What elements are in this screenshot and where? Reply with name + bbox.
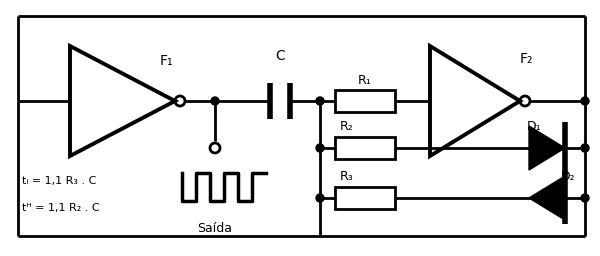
Text: F₁: F₁ [160, 54, 173, 68]
Polygon shape [529, 126, 565, 170]
Text: tᴴ = 1,1 R₂ . C: tᴴ = 1,1 R₂ . C [22, 203, 100, 213]
Circle shape [316, 97, 324, 105]
Text: R₂: R₂ [340, 120, 354, 133]
Text: R₃: R₃ [340, 170, 354, 184]
Text: tₗ = 1,1 R₃ . C: tₗ = 1,1 R₃ . C [22, 176, 97, 186]
Circle shape [581, 144, 589, 152]
Circle shape [211, 97, 219, 105]
Text: F₂: F₂ [520, 52, 533, 66]
Text: D₁: D₁ [527, 120, 542, 133]
Circle shape [581, 194, 589, 202]
Circle shape [581, 97, 589, 105]
Text: R₁: R₁ [358, 74, 372, 88]
Text: C: C [275, 49, 285, 63]
Polygon shape [529, 176, 565, 220]
Circle shape [316, 144, 324, 152]
Text: D₂: D₂ [561, 170, 575, 184]
Circle shape [316, 194, 324, 202]
Bar [335, 90, 395, 112]
Bar [335, 187, 395, 209]
Bar [335, 137, 395, 159]
Text: Saída: Saída [197, 221, 233, 234]
